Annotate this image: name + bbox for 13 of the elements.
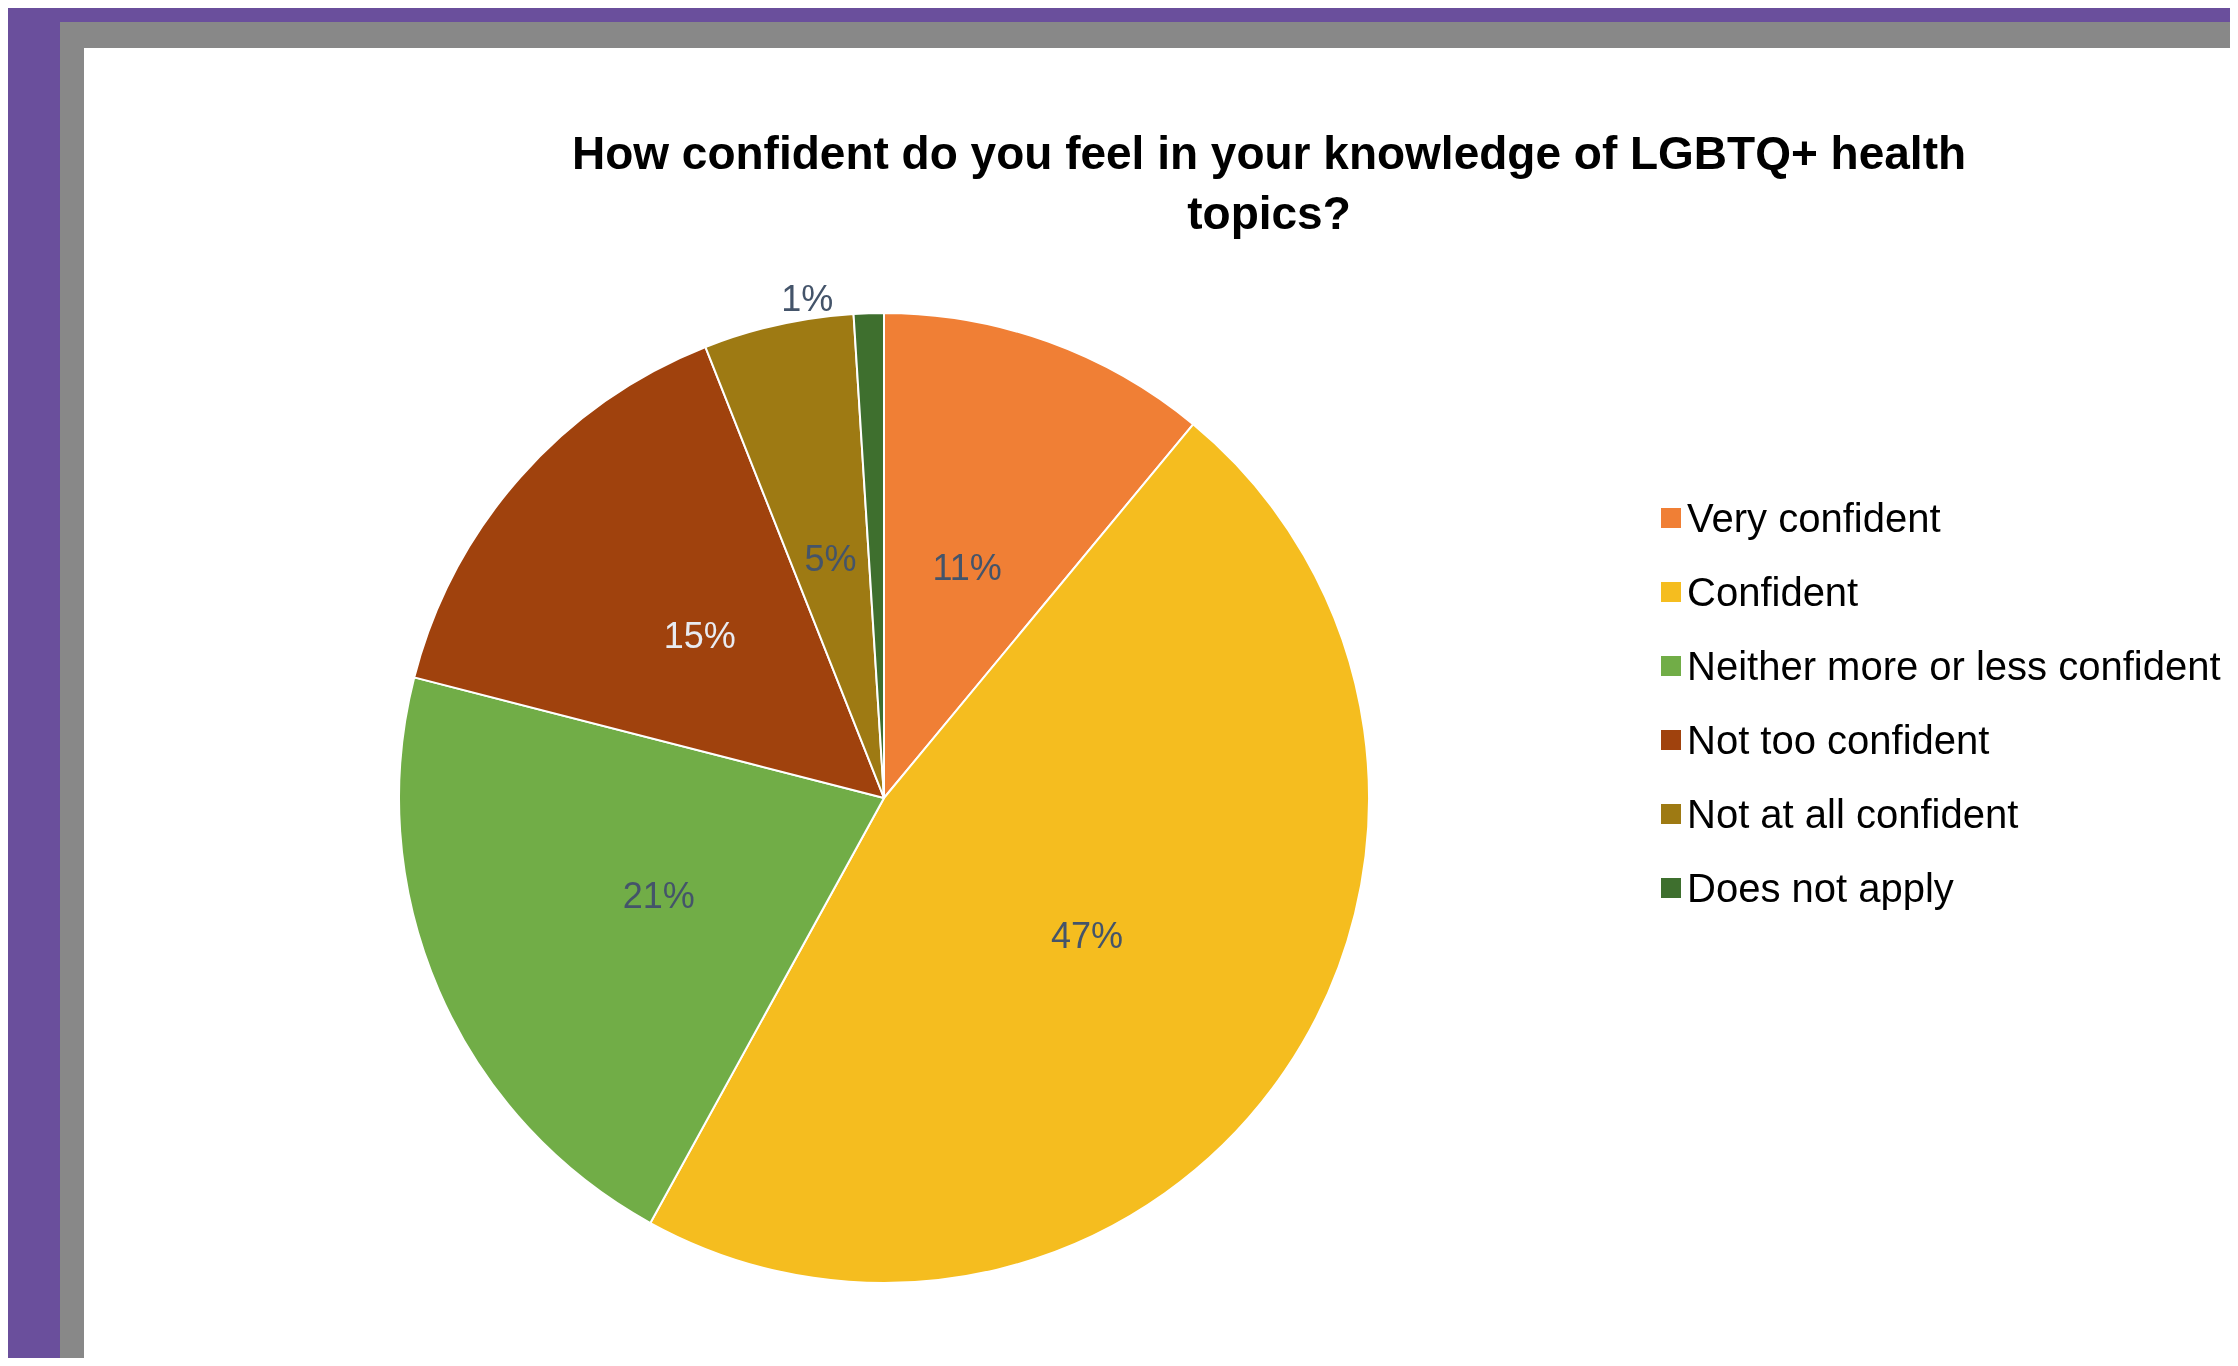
legend-label: Confident: [1687, 570, 1859, 614]
data-label: 15%: [663, 615, 736, 657]
chart-title: How confident do you feel in your knowledge of LGBTQ+ health topics?: [571, 127, 1967, 239]
legend-label: Very confident: [1687, 496, 1941, 540]
legend-label: Not at all confident: [1687, 792, 2019, 836]
data-label: 11%: [932, 546, 1002, 588]
data-label: 5%: [804, 537, 857, 579]
data-label: 47%: [1051, 915, 1124, 957]
legend-label: Not too confident: [1687, 718, 1990, 762]
data-label: 1%: [781, 277, 834, 319]
legend-label: Does not apply: [1687, 866, 1954, 910]
data-label: 21%: [622, 875, 695, 916]
legend-label: Neither more or less confident: [1687, 644, 2221, 688]
